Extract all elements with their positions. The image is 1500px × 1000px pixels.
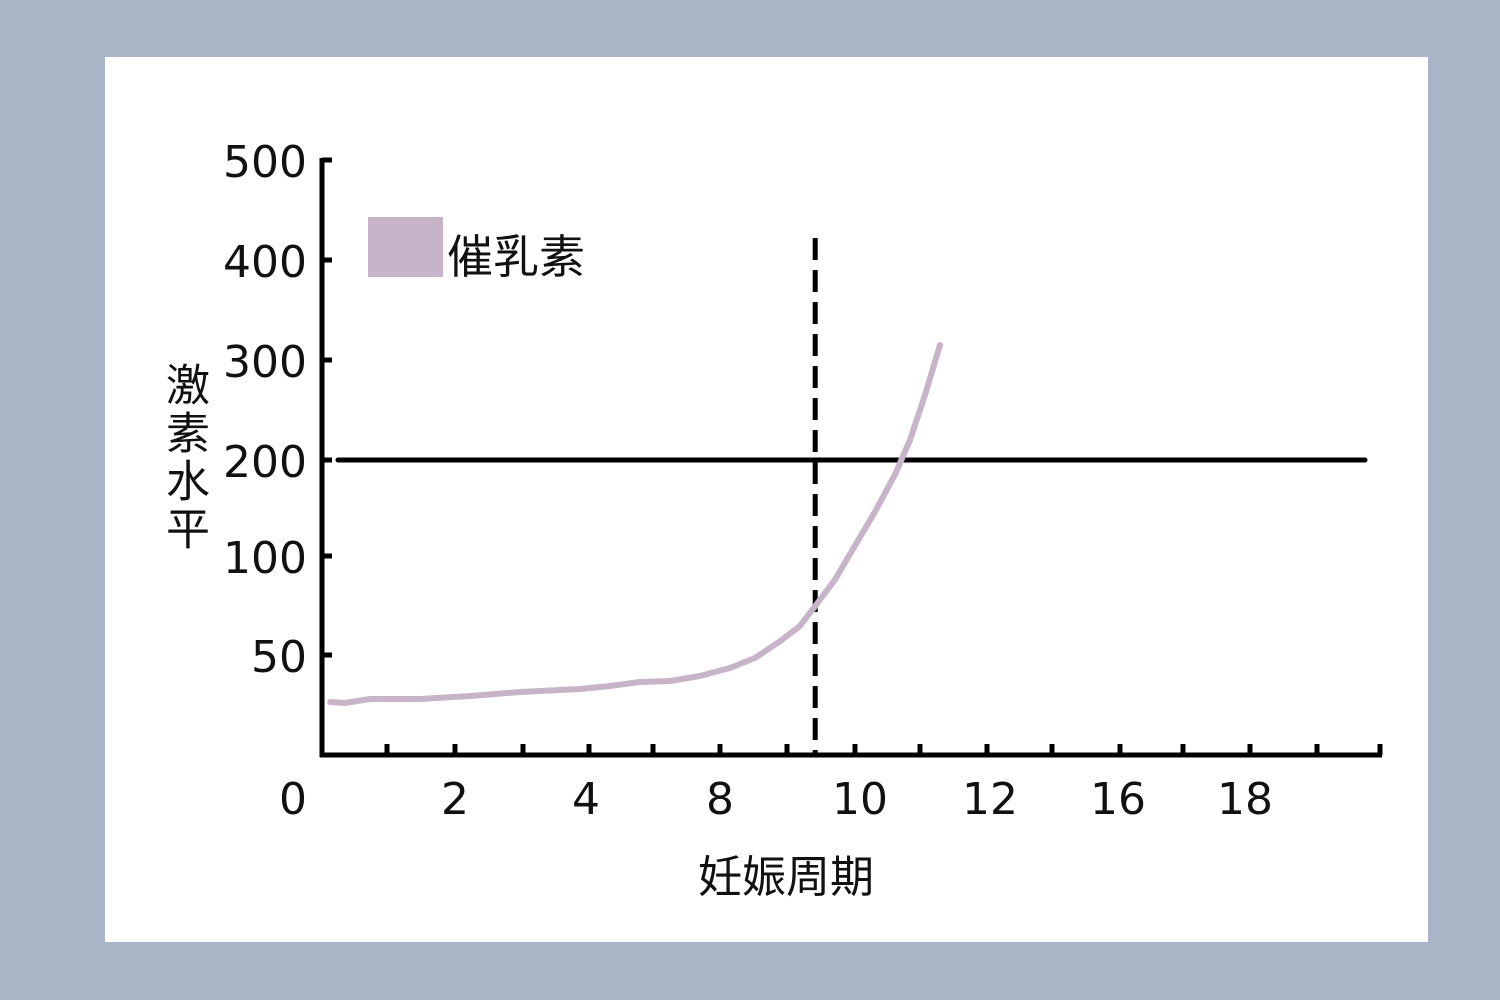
x-tick-label: 2 bbox=[441, 774, 469, 825]
y-tick-label: 100 bbox=[223, 533, 307, 584]
series-line-prolactin bbox=[327, 342, 943, 706]
y-tick-label: 50 bbox=[251, 632, 307, 683]
y-tick-label: 300 bbox=[223, 337, 307, 388]
x-tick-label: 18 bbox=[1217, 774, 1273, 825]
x-tick-label: 16 bbox=[1090, 774, 1146, 825]
x-tick-label: 4 bbox=[572, 774, 600, 825]
legend-swatch bbox=[368, 217, 443, 277]
x-tick-label: 8 bbox=[706, 774, 734, 825]
y-tick-label: 200 bbox=[223, 437, 307, 488]
x-tick-label: 0 bbox=[279, 774, 307, 825]
y-tick-label: 500 bbox=[223, 137, 307, 188]
chart-panel bbox=[105, 57, 1428, 942]
y-tick-label: 400 bbox=[223, 237, 307, 288]
legend-label: 催乳素 bbox=[447, 230, 585, 284]
y-axis-label: 激素水平 bbox=[158, 362, 209, 554]
x-tick-label: 10 bbox=[832, 774, 888, 825]
x-axis-label: 妊娠周期 bbox=[698, 852, 874, 903]
x-tick-label: 12 bbox=[962, 774, 1018, 825]
